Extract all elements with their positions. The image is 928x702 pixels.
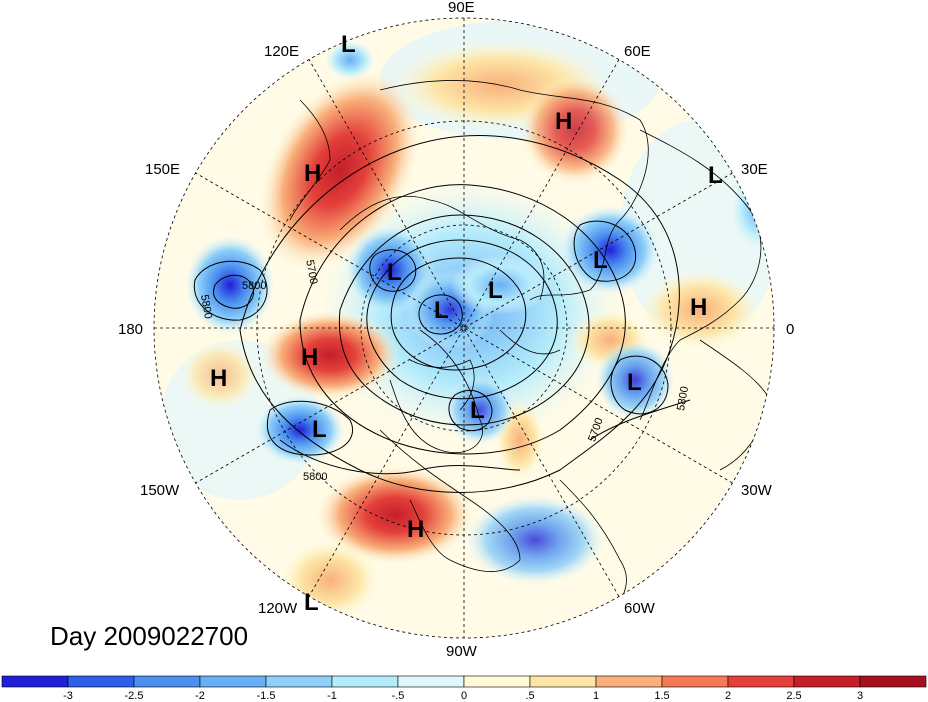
colorbar-tick-label: 1.5 xyxy=(654,690,669,702)
contour-label: 5800 xyxy=(675,385,691,411)
colorbar-swatch xyxy=(529,675,597,688)
colorbar-swatch xyxy=(595,675,663,688)
colorbar-tick-label: -2 xyxy=(195,690,205,702)
lon-label-30w: 30W xyxy=(741,482,773,499)
colorbar-tick-label: -1 xyxy=(327,690,337,702)
contour-label: 5800 xyxy=(198,294,214,320)
low-center: L xyxy=(387,259,402,286)
low-center: L xyxy=(470,397,485,424)
graticule xyxy=(154,18,774,638)
colorbar-swatch xyxy=(397,675,465,688)
lon-label-180: 180 xyxy=(118,321,143,338)
lon-label-150w: 150W xyxy=(140,482,180,499)
contour-labels: 5800 5800 5700 5700 5800 5800 xyxy=(198,259,691,483)
colorbar-swatch xyxy=(661,675,729,688)
colorbar-tick-label: -3 xyxy=(63,690,73,702)
lon-label-90w: 90W xyxy=(446,643,478,660)
colorbar-swatch xyxy=(133,675,201,688)
lon-label-90e: 90E xyxy=(448,0,475,16)
colorbar-swatch xyxy=(463,675,531,688)
colorbar-tick-label: -.5 xyxy=(392,690,405,702)
lon-label-60e: 60E xyxy=(624,43,651,60)
colorbar-tick-label: 3 xyxy=(857,690,863,702)
lon-label-0: 0 xyxy=(786,321,794,338)
colorbar-swatch xyxy=(793,675,861,688)
map-outline xyxy=(153,17,775,639)
anomaly-shading xyxy=(154,18,774,638)
low-center: L xyxy=(341,31,356,58)
low-center: L xyxy=(304,589,319,616)
colorbar-swatch xyxy=(265,675,333,688)
colorbar-swatch xyxy=(859,675,927,688)
colorbar-tick-label: 2.5 xyxy=(786,690,801,702)
colorbar-tick-label: 2 xyxy=(725,690,731,702)
colorbar-swatch xyxy=(727,675,795,688)
colorbar-tick-label: -1.5 xyxy=(257,690,276,702)
lon-label-60w: 60W xyxy=(624,600,656,617)
day-label: Day 2009022700 xyxy=(50,621,248,651)
colorbar-swatch xyxy=(199,675,267,688)
colorbar-swatch xyxy=(331,675,399,688)
contour-label: 5800 xyxy=(303,471,327,483)
low-center: L xyxy=(488,277,503,304)
colorbar-swatch xyxy=(67,675,135,688)
colorbar-tick-label: .5 xyxy=(525,690,534,702)
low-center: L xyxy=(593,247,608,274)
low-center: L xyxy=(708,162,723,189)
lon-label-30e: 30E xyxy=(741,161,768,178)
lon-label-150e: 150E xyxy=(145,161,180,178)
lon-label-120e: 120E xyxy=(264,43,299,60)
lon-label-120w: 120W xyxy=(258,600,298,617)
colorbar-tick-label: -2.5 xyxy=(125,690,144,702)
high-center: H xyxy=(304,160,321,187)
colorbar-swatch xyxy=(1,675,69,688)
height-contours xyxy=(193,135,691,493)
high-center: H xyxy=(210,365,227,392)
low-center: L xyxy=(434,297,449,324)
colorbar-tick-label: 0 xyxy=(461,690,467,702)
colorbar: -3 -2.5 -2 -1.5 -1 -.5 0 .5 1 1.5 2 2.5 3 xyxy=(1,675,927,702)
high-center: H xyxy=(690,294,707,321)
low-center: L xyxy=(312,416,327,443)
high-center: H xyxy=(407,516,424,543)
high-center: H xyxy=(301,344,318,371)
contour-label: 5700 xyxy=(303,259,319,285)
longitude-labels: 90E 60E 30E 0 30W 60W 90W 120W 150W 180 … xyxy=(118,0,794,660)
contour-label: 5800 xyxy=(242,280,266,292)
high-center: H xyxy=(555,108,572,135)
colorbar-tick-label: 1 xyxy=(593,690,599,702)
low-center: L xyxy=(627,369,642,396)
pressure-centers: L H L H L L L L L L H L H H L H L xyxy=(210,31,723,616)
